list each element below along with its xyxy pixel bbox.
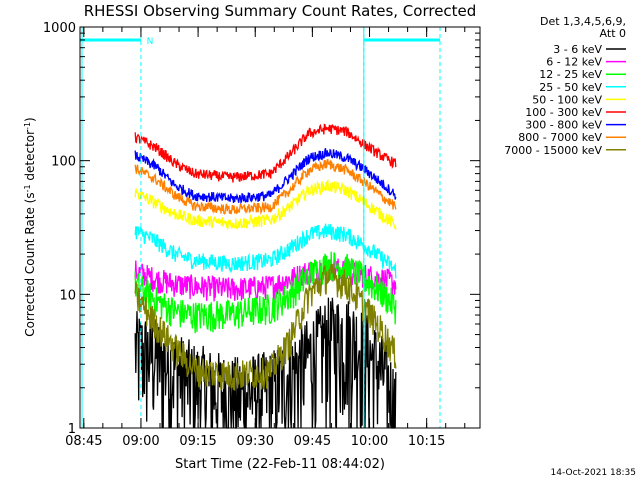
y-axis-label: Corrected Count Rate (s-1 detector-1) [23,117,38,336]
y-axis-label-exponent: -1 [23,184,32,192]
y-tick-label: 100 [51,155,76,170]
legend-entry-label: 100 - 300 keV [525,106,602,119]
series-line [134,147,397,205]
series-line [134,262,397,391]
legend-entry-label: 3 - 6 keV [553,43,602,56]
chart-title: RHESSI Observing Summary Count Rates, Co… [84,2,477,20]
series-line [134,251,397,334]
footer-date: 14-Oct-2021 18:35 [551,468,636,478]
y-axis-label-exponent: -1 [23,122,32,130]
legend-entry-label: 800 - 7000 keV [518,131,602,144]
y-axis-label-part: detector [23,130,37,185]
legend-entry-label: 300 - 800 keV [525,119,602,132]
x-tick-label: 08:45 [65,434,102,449]
x-tick-label: 09:00 [122,434,159,449]
legend-entry-label: 25 - 50 keV [539,81,602,94]
series-line [134,158,397,216]
legend-entry-label: 50 - 100 keV [532,93,602,106]
y-tick-label: 1 [68,422,76,437]
y-tick-label: 10 [59,288,76,303]
legend-header-line: Att 0 [600,27,626,40]
x-axis-label: Start Time (22-Feb-11 08:44:02) [175,457,385,472]
n-marker-label: N [147,37,154,47]
series-line [134,179,397,231]
x-tick-label: 09:15 [179,434,216,449]
legend-entry-label: 7000 - 15000 keV [504,144,602,157]
y-axis-label-part: ) [23,117,37,122]
svg-text:Corrected Count Rate (s-1 dete: Corrected Count Rate (s-1 detector-1) [23,117,38,336]
x-tick-label: 09:45 [294,434,331,449]
plot-area: N 1 10 100 1000 08:45 09:00 09:15 09:30 09:45 10:0… [43,21,481,449]
y-tick-label: 1000 [43,21,76,36]
x-tick-label: 09:30 [237,434,274,449]
y-axis-label-part: Corrected Count Rate (s [23,192,37,336]
legend-entry-label: 6 - 12 keV [546,56,602,69]
x-tick-label: 10:00 [351,434,388,449]
x-tick-label: 10:15 [408,434,445,449]
series-line [134,223,397,279]
plot-frame [79,26,481,429]
legend-header-line: Det 1,3,4,5,6,9, [540,15,626,28]
series-line [134,123,397,183]
series-line [134,258,397,302]
legend-entry-label: 12 - 25 keV [539,68,602,81]
